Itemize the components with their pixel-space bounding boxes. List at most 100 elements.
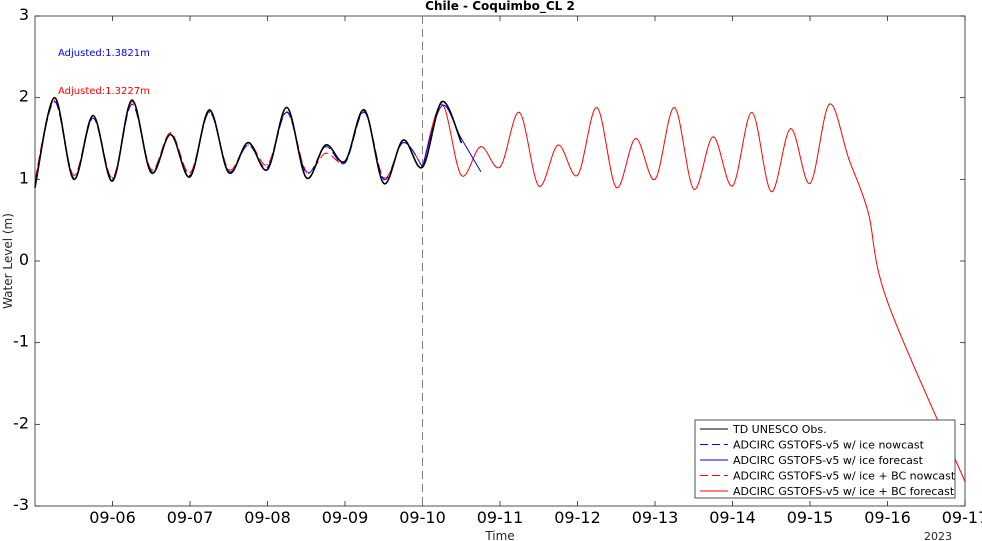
series-4-point-3 bbox=[480, 146, 482, 148]
series-0-point-3 bbox=[92, 115, 94, 117]
series-4-point-10 bbox=[615, 186, 617, 189]
legend-label-2: ADCIRC GSTOFS-v5 w/ ice forecast bbox=[733, 454, 924, 467]
series-0-point-20 bbox=[421, 166, 424, 168]
series-1-point-16 bbox=[344, 162, 346, 164]
legend: TD UNESCO Obs. ADCIRC GSTOFS-v5 w/ ice no… bbox=[694, 419, 956, 499]
series-0-point-12 bbox=[266, 168, 269, 171]
series-0-point-16 bbox=[344, 160, 346, 162]
series-1-point-4 bbox=[111, 178, 114, 180]
y-tick-label-1: 2 bbox=[19, 87, 29, 106]
legend-label-3: ADCIRC GSTOFS-v5 w/ ice + BC nowcast bbox=[733, 470, 956, 483]
y-tick-label-2: 1 bbox=[19, 168, 29, 187]
legend-label-4: ADCIRC GSTOFS-v5 w/ ice + BC forecast bbox=[733, 485, 955, 498]
series-0-point-5 bbox=[131, 99, 133, 101]
series-4-point-4 bbox=[499, 166, 501, 168]
series-1-point-17 bbox=[363, 111, 365, 113]
series-4-point-6 bbox=[538, 185, 540, 187]
series-0-point-11 bbox=[247, 142, 249, 144]
x-tick-label-6: 09-12 bbox=[554, 508, 601, 527]
y-tick-label-4: -1 bbox=[13, 332, 29, 351]
series-3-point-18 bbox=[383, 177, 385, 179]
series-4-point-1 bbox=[441, 103, 443, 105]
series-2-point-2 bbox=[460, 137, 462, 140]
series-0-point-7 bbox=[170, 133, 172, 135]
series-4-point-20 bbox=[809, 182, 811, 184]
series-1-point-13 bbox=[286, 111, 288, 113]
series-4-point-11 bbox=[635, 137, 637, 140]
x-tick-label-9: 09-15 bbox=[787, 508, 834, 527]
series-4-point-5 bbox=[518, 111, 521, 113]
series-2-point-1 bbox=[441, 105, 443, 107]
x-tick-label-5: 09-11 bbox=[477, 508, 524, 527]
x-tick-label-4: 09-10 bbox=[399, 508, 446, 527]
year-label: 2023 bbox=[924, 530, 952, 541]
series-4-point-12 bbox=[654, 178, 656, 180]
series-4-point-15 bbox=[712, 136, 714, 138]
series-3-point-6 bbox=[150, 168, 152, 171]
series-0-point-18 bbox=[383, 182, 385, 184]
series-4-point-18 bbox=[770, 191, 772, 193]
plot-area: 09-06 09-07 09-08 09-09 09-10 09-11 09-12 09-13… bbox=[13, 5, 982, 527]
y-tick-label-0: 3 bbox=[19, 5, 29, 24]
x-tick-label-3: 09-09 bbox=[322, 508, 369, 527]
series-3-point-12 bbox=[266, 164, 269, 166]
series-1-point-18 bbox=[383, 178, 385, 180]
series-0-point-1 bbox=[53, 97, 56, 99]
series-4-point-25 bbox=[964, 480, 966, 483]
series-line-0 bbox=[34, 96, 463, 188]
x-tick-label-7: 09-13 bbox=[632, 508, 679, 527]
series-1-point-3 bbox=[92, 117, 94, 119]
series-3-point-8 bbox=[189, 172, 191, 174]
series-1-point-19 bbox=[402, 142, 404, 144]
series-3-point-2 bbox=[73, 174, 75, 176]
series-3-point-15 bbox=[325, 152, 327, 154]
series-1-point-14 bbox=[305, 172, 307, 174]
series-4-point-13 bbox=[673, 106, 676, 109]
legend-label-0: TD UNESCO Obs. bbox=[732, 423, 827, 436]
series-3-point-7 bbox=[170, 132, 172, 134]
adjusted-annotation-1: Adjusted:1.3227m bbox=[58, 86, 150, 97]
series-0-point-2 bbox=[73, 178, 75, 180]
series-4-point-19 bbox=[790, 128, 792, 130]
series-4-point-22 bbox=[848, 158, 850, 160]
series-2-point-3 bbox=[480, 170, 482, 172]
series-0-point-0 bbox=[34, 186, 36, 189]
series-4-point-2 bbox=[460, 174, 462, 176]
series-4-point-23 bbox=[867, 211, 869, 213]
legend-label-1: ADCIRC GSTOFS-v5 w/ ice nowcast bbox=[733, 439, 925, 452]
series-1-point-11 bbox=[247, 144, 249, 146]
series-4-point-16 bbox=[731, 185, 734, 187]
series-0-point-8 bbox=[189, 176, 191, 178]
series-4-point-8 bbox=[576, 174, 579, 176]
x-tick-label-11: 09-17 bbox=[942, 508, 982, 527]
series-0-point-21 bbox=[441, 101, 443, 103]
series-3-point-4 bbox=[111, 177, 114, 179]
x-tick-label-8: 09-14 bbox=[709, 508, 756, 527]
x-tick-label-1: 09-07 bbox=[167, 508, 214, 527]
series-1-point-15 bbox=[325, 146, 327, 148]
adjusted-annotation-0: Adjusted:1.3821m bbox=[58, 48, 150, 59]
series-3-point-10 bbox=[228, 168, 230, 171]
series-0-point-6 bbox=[150, 172, 152, 174]
chart-title: Chile - Coquimbo_CL 2 bbox=[425, 0, 575, 14]
series-3-point-1 bbox=[53, 99, 56, 101]
x-axis-title: Time bbox=[484, 529, 514, 541]
series-1-point-5 bbox=[131, 103, 133, 105]
series-4-point-14 bbox=[693, 188, 695, 190]
series-4-point-7 bbox=[557, 144, 559, 146]
series-0-point-9 bbox=[208, 109, 210, 111]
series-0-point-14 bbox=[305, 177, 307, 179]
series-0-point-15 bbox=[325, 144, 327, 146]
series-4-point-24 bbox=[886, 301, 889, 303]
y-tick-label-3: 0 bbox=[19, 250, 29, 269]
y-tick-label-6: -3 bbox=[13, 495, 29, 514]
series-4-point-21 bbox=[828, 103, 831, 105]
series-0-point-22 bbox=[460, 142, 462, 144]
series-0-point-4 bbox=[111, 180, 114, 182]
series-4-point-17 bbox=[751, 111, 753, 113]
series-1-point-1 bbox=[53, 101, 56, 103]
series-3-point-9 bbox=[208, 110, 210, 113]
x-tick-label-10: 09-16 bbox=[864, 508, 911, 527]
series-0-point-17 bbox=[363, 109, 365, 111]
x-tick-label-0: 09-06 bbox=[89, 508, 136, 527]
